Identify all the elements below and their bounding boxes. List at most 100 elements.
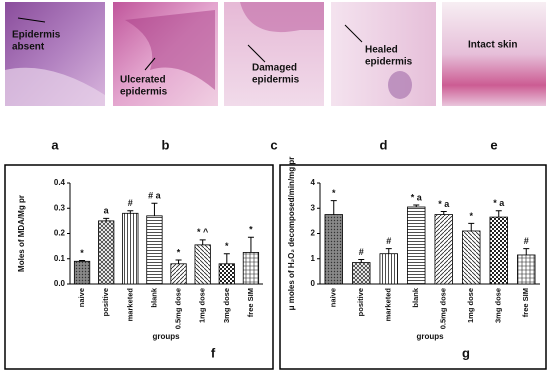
- error-bar: [103, 217, 110, 221]
- panel-label: b: [162, 137, 170, 152]
- image-annotation: epidermis: [120, 87, 168, 98]
- error-bar: [79, 260, 86, 262]
- error-bar: [330, 200, 337, 215]
- bar: [489, 216, 508, 285]
- bar: [122, 212, 139, 285]
- x-tick-label: 3mg dose: [494, 288, 503, 323]
- panel-label: g: [462, 345, 470, 360]
- significance-label: #: [386, 236, 391, 246]
- y-tick-label: 4: [311, 178, 316, 187]
- x-tick-label: blank: [411, 287, 420, 307]
- error-bar: [151, 202, 158, 216]
- x-axis-label: groups: [152, 332, 180, 341]
- y-tick-label: 0.3: [54, 203, 66, 212]
- arrow: [144, 57, 156, 71]
- y-axis-label: Moles of MDA/Mg pr: [17, 195, 26, 272]
- arrow: [17, 17, 46, 23]
- panel-frame: [279, 164, 547, 370]
- image-annotation: epidermis: [365, 57, 413, 68]
- significance-label: *: [80, 248, 84, 258]
- error-bar: [468, 222, 475, 231]
- error-bar: [247, 236, 254, 253]
- image-annotation: Healed: [365, 45, 398, 56]
- x-tick-label: positive: [101, 288, 110, 316]
- significance-label: #: [524, 236, 529, 246]
- bar: [73, 260, 91, 285]
- x-tick-label: 3mg dose: [222, 288, 231, 323]
- error-bar: [175, 259, 182, 264]
- image-e: [442, 2, 546, 106]
- bar: [170, 263, 187, 285]
- error-bar: [495, 210, 502, 218]
- significance-label: *: [249, 225, 253, 235]
- significance-label: # a: [148, 191, 162, 201]
- tissue: [240, 2, 324, 33]
- x-tick-label: positive: [356, 288, 365, 316]
- error-bar: [523, 248, 530, 255]
- bar: [324, 214, 343, 285]
- y-tick-label: 0.2: [54, 229, 66, 238]
- error-bar: [440, 211, 447, 215]
- image-annotation: Damaged: [252, 63, 297, 74]
- error-bar: [199, 239, 206, 245]
- y-tick-label: 0.4: [54, 178, 66, 187]
- significance-label: *: [332, 188, 336, 198]
- x-tick-label: 1mg dose: [466, 288, 475, 323]
- panel-frame: [4, 164, 274, 370]
- significance-label: * ^: [197, 227, 209, 237]
- image-annotation: absent: [12, 42, 45, 53]
- x-axis-label: groups: [416, 332, 444, 341]
- bar: [194, 244, 211, 285]
- arrow: [344, 24, 363, 43]
- significance-label: a: [104, 206, 110, 216]
- tissue: [5, 67, 105, 106]
- histology-images: [5, 2, 546, 106]
- image-annotation: epidermis: [252, 75, 300, 86]
- error-bar: [127, 210, 134, 214]
- y-tick-label: 2: [311, 229, 316, 238]
- bar: [434, 214, 453, 285]
- significance-label: * a: [493, 198, 505, 208]
- bar: [242, 252, 260, 285]
- error-bar: [223, 253, 230, 264]
- x-tick-label: free SIM: [521, 288, 530, 317]
- bar: [517, 254, 536, 285]
- significance-label: * a: [411, 192, 423, 202]
- x-tick-label: blank: [149, 287, 158, 307]
- bar: [407, 206, 426, 285]
- bar: [352, 262, 371, 285]
- x-tick-label: 0.5mg dose: [174, 288, 183, 329]
- bar: [462, 230, 481, 285]
- x-tick-label: naive: [329, 288, 338, 307]
- panel-label: f: [211, 345, 216, 360]
- error-bar: [358, 259, 365, 263]
- x-tick-label: free SIM: [246, 288, 255, 317]
- bar: [379, 253, 398, 285]
- significance-label: *: [177, 247, 181, 257]
- y-tick-label: 0: [311, 279, 316, 288]
- significance-label: *: [225, 241, 229, 251]
- image-annotation: Intact skin: [468, 40, 517, 51]
- x-tick-label: marketed: [384, 288, 393, 322]
- y-axis-label: μ moles of H₂O₂ decomposed/min/mg pr: [287, 157, 296, 311]
- panel-label: d: [380, 137, 388, 152]
- x-tick-label: marketed: [125, 288, 134, 322]
- bar: [98, 220, 115, 285]
- tissue: [125, 10, 215, 90]
- image-d: [331, 2, 436, 106]
- bar: [218, 263, 235, 285]
- y-tick-label: 0.0: [54, 279, 66, 288]
- significance-label: *: [469, 211, 473, 221]
- image-annotation: Epidermis: [12, 30, 61, 41]
- x-tick-label: 0.5mg dose: [439, 288, 448, 329]
- tissue: [388, 71, 412, 99]
- significance-label: #: [128, 198, 133, 208]
- y-tick-label: 1: [311, 254, 316, 263]
- panel-label: e: [490, 137, 497, 152]
- image-annotation: Ulcerated: [120, 75, 166, 86]
- bar: [146, 215, 163, 285]
- y-tick-label: 3: [311, 203, 316, 212]
- significance-label: #: [359, 247, 364, 257]
- panel-label: c: [270, 137, 277, 152]
